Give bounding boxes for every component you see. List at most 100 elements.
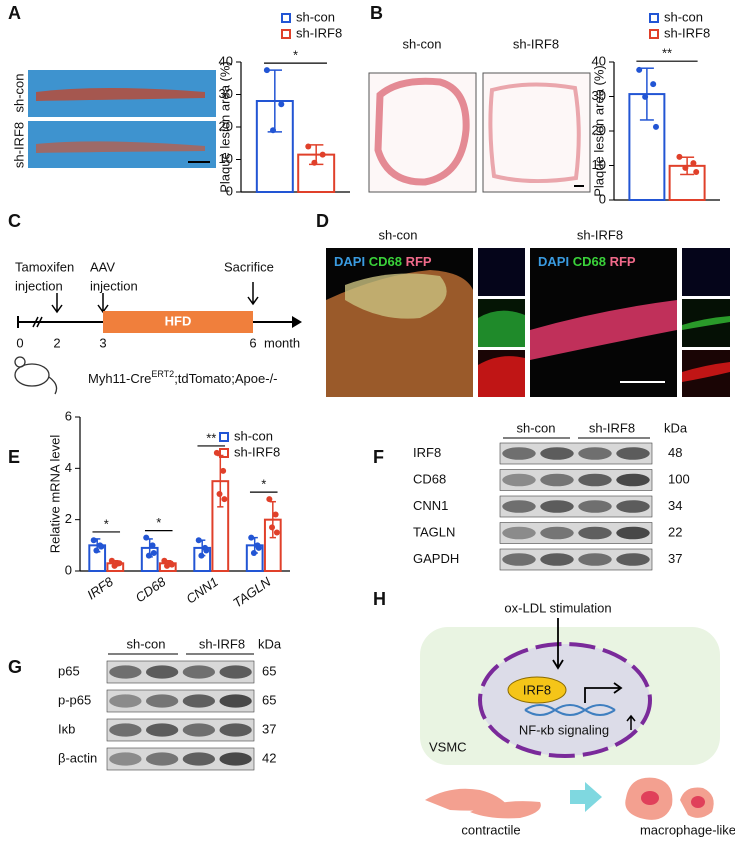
data-point — [305, 143, 312, 150]
section-images — [368, 72, 591, 193]
row-label: CNN1 — [413, 498, 448, 513]
panel-label: C — [8, 211, 21, 231]
significance-label: * — [104, 516, 109, 531]
y-tick-label: 40 — [219, 53, 233, 68]
row-label: CD68 — [413, 471, 446, 486]
tissue — [488, 82, 581, 184]
y-tick-label: 0 — [599, 191, 606, 206]
data-point — [216, 491, 223, 497]
data-point — [213, 449, 220, 456]
factor-shape — [507, 676, 567, 704]
tissue — [374, 77, 470, 186]
stain: RFP — [610, 254, 636, 269]
arrow — [626, 714, 636, 730]
data-point — [652, 123, 659, 130]
data-point — [263, 67, 270, 74]
group-label: sh-con — [126, 636, 165, 651]
data-point — [273, 529, 280, 536]
tissue — [36, 88, 205, 101]
y-tick-label: 10 — [592, 157, 606, 172]
data-point — [168, 561, 175, 568]
y-axis-label: Relative mRNA level — [47, 435, 62, 554]
row-kda: 65 — [262, 692, 276, 707]
panel-label: E — [8, 447, 20, 467]
data-point — [255, 544, 262, 551]
state-label: contractile — [461, 822, 520, 837]
data-point — [90, 537, 97, 544]
data-point — [682, 164, 689, 171]
stain: DAPI — [334, 254, 365, 269]
group-label: sh-con — [378, 227, 417, 242]
blot-band — [616, 553, 650, 566]
row-kda: 48 — [668, 445, 682, 460]
mouse-tail — [48, 376, 58, 395]
tissue — [478, 310, 525, 347]
data-point — [143, 534, 150, 541]
stimulus: ox-LDL stimulation — [504, 600, 611, 615]
blot-band — [145, 723, 179, 737]
blot-band — [578, 473, 612, 487]
data-point — [269, 524, 276, 531]
stain: DAPI — [538, 254, 569, 269]
data-point — [195, 537, 202, 544]
blot-band — [540, 447, 574, 460]
error-bar — [639, 67, 654, 121]
y-axis-label: Plaque lesion area (%) — [591, 65, 606, 197]
data-point — [642, 93, 649, 100]
mouse-icon — [14, 356, 58, 395]
tissue — [36, 141, 205, 153]
event-label: AAV — [90, 259, 115, 274]
y-axis-label: Plaque lesion area (%) — [217, 61, 232, 193]
blot-band — [109, 752, 142, 766]
blot-band — [502, 553, 536, 566]
tissue — [345, 273, 447, 319]
data-point — [111, 562, 118, 569]
image-label: sh-IRF8 — [11, 122, 26, 168]
data-point — [203, 547, 210, 554]
data-point — [650, 81, 657, 88]
blot-band — [502, 500, 536, 513]
row-label: IRF8 — [413, 445, 441, 460]
panel-label: D — [316, 211, 329, 231]
genotype-superscript: ERT2 — [151, 369, 174, 379]
significance-label: ** — [662, 46, 672, 61]
y-tick-label: 10 — [219, 151, 233, 166]
blot-band — [578, 447, 612, 460]
state-label: macrophage-like — [640, 822, 735, 837]
blot-band — [182, 723, 216, 737]
blot-band — [219, 752, 252, 766]
legend-label: sh-con — [664, 9, 703, 24]
row-label: β-actin — [58, 750, 97, 765]
significance-label: * — [293, 48, 298, 63]
y-tick-label: 30 — [219, 86, 233, 101]
arrow — [51, 293, 63, 314]
legend-marker — [219, 432, 229, 442]
legend-marker — [219, 448, 229, 458]
data-point — [161, 557, 168, 564]
panel-label: A — [8, 3, 21, 23]
factor-label: IRF8 — [523, 682, 551, 697]
stain: RFP — [406, 254, 432, 269]
timeline: Tamoxifen injection AAV injection Sacrif… — [14, 259, 302, 395]
y-tick-label: 20 — [592, 122, 606, 137]
blot-band — [109, 694, 142, 708]
stain: CD68 — [573, 254, 606, 269]
legend-marker — [649, 29, 659, 39]
data-point — [272, 511, 279, 518]
timepoint: 2 — [53, 335, 60, 350]
blot-band — [145, 665, 179, 679]
data-point — [221, 496, 228, 503]
arrow — [584, 682, 623, 703]
group-label: sh-IRF8 — [199, 636, 245, 651]
arrow — [247, 282, 259, 306]
row-kda: 37 — [262, 721, 276, 736]
row-kda: 100 — [668, 471, 690, 486]
panel-label: G — [8, 657, 22, 677]
tissue — [682, 316, 730, 330]
blot-strip — [106, 747, 255, 771]
timepoint: 3 — [99, 335, 106, 350]
blot-band — [145, 694, 179, 708]
stain-legend: DAPI CD68 RFP — [538, 254, 636, 269]
blot-band — [540, 553, 574, 566]
cell-shape — [425, 788, 510, 811]
